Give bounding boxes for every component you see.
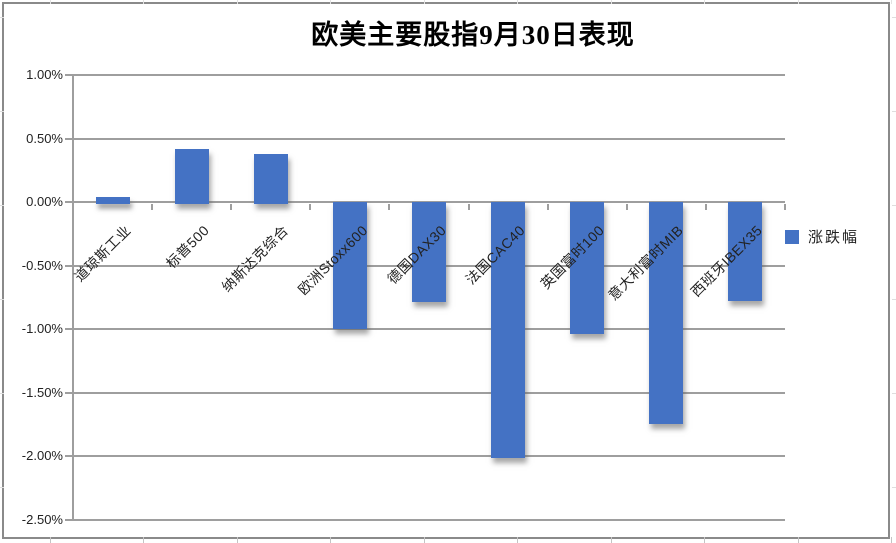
x-axis-tick xyxy=(705,204,707,210)
cell-gridline-tick xyxy=(892,487,896,488)
x-axis-tick xyxy=(72,204,74,210)
cell-gridline-tick xyxy=(892,111,896,112)
gridline xyxy=(73,455,785,457)
x-axis-tick xyxy=(309,204,311,210)
bar xyxy=(491,202,525,458)
y-axis-tick xyxy=(65,392,73,394)
cell-gridline-tick xyxy=(330,0,331,4)
gridline xyxy=(73,138,785,140)
y-axis-tick xyxy=(65,74,73,76)
cell-gridline-tick xyxy=(517,537,518,543)
cell-gridline-tick xyxy=(704,0,705,4)
x-axis-tick xyxy=(468,204,470,210)
bar xyxy=(728,202,762,301)
y-axis-label: -2.00% xyxy=(21,448,63,463)
cell-gridline-tick xyxy=(237,537,238,543)
legend: 涨跌幅 xyxy=(785,226,859,247)
cell-gridline-tick xyxy=(0,111,4,112)
bar xyxy=(254,154,288,204)
y-axis-label: -1.00% xyxy=(21,321,63,336)
x-axis-tick xyxy=(230,204,232,210)
cell-gridline-tick xyxy=(798,0,799,4)
cell-gridline-tick xyxy=(0,205,4,206)
cell-gridline-tick xyxy=(891,0,892,4)
y-axis-tick xyxy=(65,201,73,203)
bar xyxy=(649,202,683,424)
y-axis-tick xyxy=(65,138,73,140)
cell-gridline-tick xyxy=(798,537,799,543)
cell-gridline-tick xyxy=(0,487,4,488)
cell-gridline-tick xyxy=(892,17,896,18)
cell-gridline-tick xyxy=(424,0,425,4)
y-axis-line xyxy=(72,74,74,521)
cell-gridline-tick xyxy=(892,393,896,394)
bar xyxy=(570,202,604,334)
cell-gridline-tick xyxy=(892,205,896,206)
gridline xyxy=(73,74,785,76)
chart-title: 欧美主要股指9月30日表现 xyxy=(311,20,635,50)
cell-gridline-tick xyxy=(517,0,518,4)
x-axis-tick xyxy=(626,204,628,210)
cell-gridline-tick xyxy=(50,537,51,543)
gridline xyxy=(73,392,785,394)
gridline xyxy=(73,519,785,521)
y-axis-tick xyxy=(65,265,73,267)
cell-gridline-tick xyxy=(0,17,4,18)
legend-swatch xyxy=(785,229,799,244)
gridline xyxy=(73,328,785,330)
cell-gridline-tick xyxy=(237,0,238,4)
y-axis-tick xyxy=(65,328,73,330)
cell-gridline-tick xyxy=(330,537,331,543)
x-axis-tick xyxy=(547,204,549,210)
y-axis-tick xyxy=(65,519,73,521)
y-axis-label: 0.00% xyxy=(26,194,63,209)
cell-gridline-tick xyxy=(143,537,144,543)
x-axis-tick xyxy=(388,204,390,210)
bar xyxy=(175,149,209,204)
cell-gridline-tick xyxy=(892,299,896,300)
bar xyxy=(412,202,446,302)
cell-gridline-tick xyxy=(611,537,612,543)
x-axis-tick xyxy=(151,204,153,210)
cell-gridline-tick xyxy=(424,537,425,543)
bar xyxy=(333,202,367,329)
cell-gridline-tick xyxy=(0,393,4,394)
y-axis-label: 1.00% xyxy=(26,67,63,82)
cell-gridline-tick xyxy=(611,0,612,4)
bar xyxy=(96,197,130,204)
x-axis-tick xyxy=(784,204,786,210)
y-axis-label: -0.50% xyxy=(21,258,63,273)
y-axis-label: 0.50% xyxy=(26,131,63,146)
y-axis-label: -1.50% xyxy=(21,385,63,400)
legend-label: 涨跌幅 xyxy=(808,229,860,246)
y-axis-tick xyxy=(65,455,73,457)
y-axis-label: -2.50% xyxy=(21,512,63,527)
cell-gridline-tick xyxy=(704,537,705,543)
cell-gridline-tick xyxy=(50,0,51,4)
cell-gridline-tick xyxy=(143,0,144,4)
cell-gridline-tick xyxy=(0,299,4,300)
cell-gridline-tick xyxy=(891,537,892,543)
